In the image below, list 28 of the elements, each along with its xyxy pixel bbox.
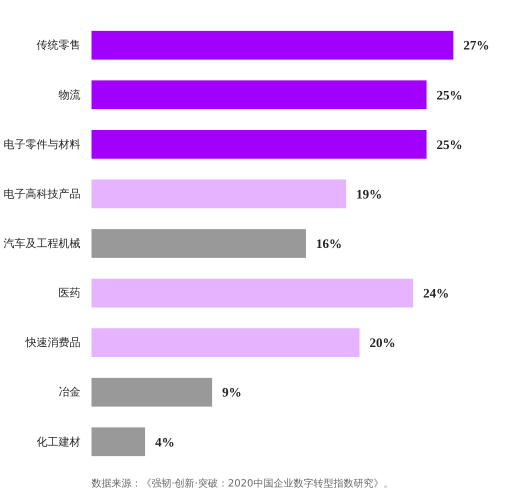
bar xyxy=(92,180,346,208)
data-label: 25% xyxy=(436,136,463,152)
data-label: 9% xyxy=(222,384,242,400)
y-tick-label: 传统零售 xyxy=(36,38,80,52)
y-tick-label: 快速消费品 xyxy=(24,336,80,350)
data-label: 27% xyxy=(463,38,490,53)
y-tick-label: 冶金 xyxy=(58,386,80,399)
bar xyxy=(92,378,212,407)
data-label: 20% xyxy=(370,335,396,350)
data-label: 19% xyxy=(356,186,382,202)
y-tick-label: 物流 xyxy=(58,88,80,102)
data-label: 16% xyxy=(316,236,342,251)
bar xyxy=(92,229,306,258)
bar xyxy=(92,328,360,358)
y-tick-label: 化工建材 xyxy=(36,435,80,448)
bar xyxy=(92,30,454,60)
y-tick-label: 医药 xyxy=(58,286,80,300)
bar xyxy=(92,278,414,308)
data-label: 24% xyxy=(423,286,450,301)
data-label: 4% xyxy=(155,434,175,450)
bar xyxy=(92,80,427,110)
data-label: 25% xyxy=(436,87,463,102)
y-tick-label: 电子高科技产品 xyxy=(4,187,80,200)
y-tick-label: 汽车及工程机械 xyxy=(4,237,80,250)
bar xyxy=(92,427,146,456)
bar xyxy=(92,130,427,159)
source-note: 数据来源：《强韧·创新·突破：2020中国企业数字转型指数研究》。 xyxy=(92,478,394,490)
y-tick-label: 电子零件与材料 xyxy=(4,138,80,151)
